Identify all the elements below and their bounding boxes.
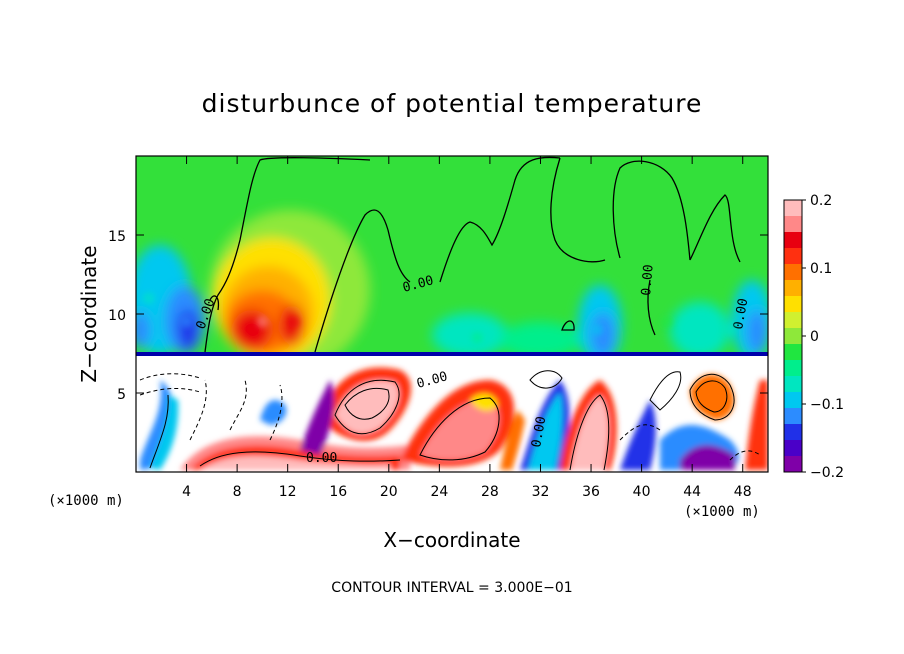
upper-field xyxy=(136,210,768,370)
y-tick-label: 15 xyxy=(108,229,126,245)
y-tick-label: 5 xyxy=(117,387,126,403)
x-tick-label: 36 xyxy=(582,484,600,500)
x-tick-label: 40 xyxy=(633,484,651,500)
y-tick-label: 10 xyxy=(108,308,126,324)
x-tick-label: 16 xyxy=(329,484,347,500)
chart-title: disturbunce of potential temperature xyxy=(202,89,703,118)
y-axis-label: Z−coordinate xyxy=(77,245,101,382)
colorbar-tick-label: 0.2 xyxy=(810,193,832,209)
x-tick-label: 28 xyxy=(481,484,499,500)
x-tick-label: 8 xyxy=(233,484,242,500)
feature-point xyxy=(660,315,673,328)
x-axis-label: X−coordinate xyxy=(383,528,520,552)
feature-point xyxy=(288,315,300,328)
contour-label: 0.00 xyxy=(306,451,337,466)
x-ticks: 4 8 12 16 20 24 28 32 36 40 44 48 xyxy=(182,156,752,500)
boundary-band xyxy=(136,352,768,356)
contour-label: 0.00 xyxy=(639,264,657,297)
y-ticks: 5 10 15 xyxy=(108,229,768,403)
feature-point xyxy=(180,315,193,328)
x-tick-label: 44 xyxy=(683,484,701,500)
colorbar-tick-label: −0.1 xyxy=(810,397,844,413)
feature-point xyxy=(142,292,155,305)
feature-point xyxy=(724,323,737,336)
colorbar-tick-label: 0 xyxy=(810,329,819,345)
colorbar: 0.2 0.1 0 −0.1 −0.2 xyxy=(783,193,844,481)
colorbar-tick-label: −0.2 xyxy=(810,465,844,481)
x-tick-label: 32 xyxy=(532,484,550,500)
plot-area: 0.00 0.00 0.00 0.00 0.00 0.00 0.00 xyxy=(136,156,768,472)
feature-point xyxy=(591,323,604,336)
x-tick-label: 20 xyxy=(380,484,398,500)
feature-markers xyxy=(142,292,737,344)
x-unit-left: (×1000 m) xyxy=(48,493,124,509)
x-tick-label: 48 xyxy=(734,484,752,500)
lower-field xyxy=(136,356,768,472)
feature-point xyxy=(471,331,484,344)
contour-label: 0.00 xyxy=(529,415,549,448)
colorbar-tick-label: 0.1 xyxy=(810,261,832,277)
contour-lines xyxy=(204,156,741,353)
x-tick-label: 24 xyxy=(430,484,448,500)
contour-interval: CONTOUR INTERVAL = 3.000E−01 xyxy=(331,580,572,596)
feature-point xyxy=(256,315,269,328)
x-tick-label: 12 xyxy=(279,484,297,500)
x-tick-label: 4 xyxy=(182,484,191,500)
contour-label: 0.00 xyxy=(731,297,751,330)
x-unit-right: (×1000 m) xyxy=(684,504,760,520)
